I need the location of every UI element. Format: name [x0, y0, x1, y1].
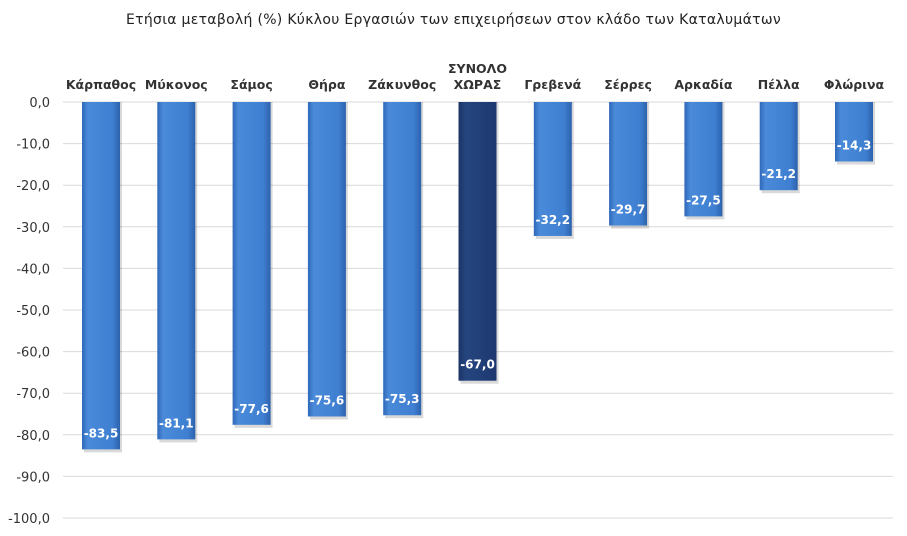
data-label: -21,2: [761, 167, 796, 181]
bar: [533, 102, 572, 236]
bar: [157, 102, 196, 440]
chart-title: Ετήσια μεταβολή (%) Κύκλου Εργασιών των …: [125, 12, 782, 28]
bar: [759, 102, 798, 191]
data-label: -14,3: [837, 138, 872, 152]
data-label: -77,6: [234, 402, 269, 416]
bar: [383, 102, 422, 416]
y-tick-label: -100,0: [8, 512, 50, 527]
y-tick-label: -50,0: [16, 304, 50, 319]
bar: [609, 102, 648, 226]
data-label: -32,2: [536, 213, 571, 227]
x-tick-label: Πέλλα: [758, 77, 800, 92]
y-tick-label: -60,0: [16, 346, 50, 361]
y-tick-label: -10,0: [16, 138, 50, 153]
bar: [232, 102, 271, 425]
y-tick-label: -90,0: [16, 470, 50, 485]
bar: [684, 102, 723, 217]
data-label: -67,0: [460, 358, 495, 372]
bar: [458, 102, 497, 381]
data-label: -81,1: [159, 416, 194, 430]
y-tick-label: -20,0: [16, 179, 50, 194]
bar: [835, 102, 873, 162]
y-tick-label: -40,0: [16, 262, 50, 277]
x-tick-label: Σάμος: [230, 77, 272, 92]
y-tick-label: -80,0: [16, 429, 50, 444]
x-tick-label: ΣΥΝΟΛΟ: [448, 61, 507, 76]
y-tick-label: -70,0: [16, 387, 50, 402]
bar: [82, 102, 120, 450]
y-tick-label: -30,0: [16, 221, 50, 236]
x-tick-label: Σέρρες: [604, 77, 652, 92]
x-tick-label: Αρκαδία: [674, 77, 733, 92]
data-label: -75,3: [385, 392, 420, 406]
data-label: -75,6: [310, 393, 345, 407]
data-label: -27,5: [686, 193, 721, 207]
x-tick-label: Φλώρινα: [824, 77, 885, 92]
x-tick-label: Ζάκυνθος: [368, 77, 436, 92]
x-tick-label: ΧΩΡΑΣ: [454, 77, 502, 92]
x-tick-label: Κάρπαθος: [66, 77, 136, 92]
bar: [307, 102, 346, 417]
data-label: -29,7: [611, 203, 646, 217]
x-tick-label: Γρεβενά: [524, 77, 581, 92]
x-tick-label: Μύκονος: [145, 77, 208, 92]
y-tick-label: 0,0: [29, 96, 50, 111]
data-label: -83,5: [84, 426, 119, 440]
x-tick-label: Θήρα: [308, 77, 345, 92]
